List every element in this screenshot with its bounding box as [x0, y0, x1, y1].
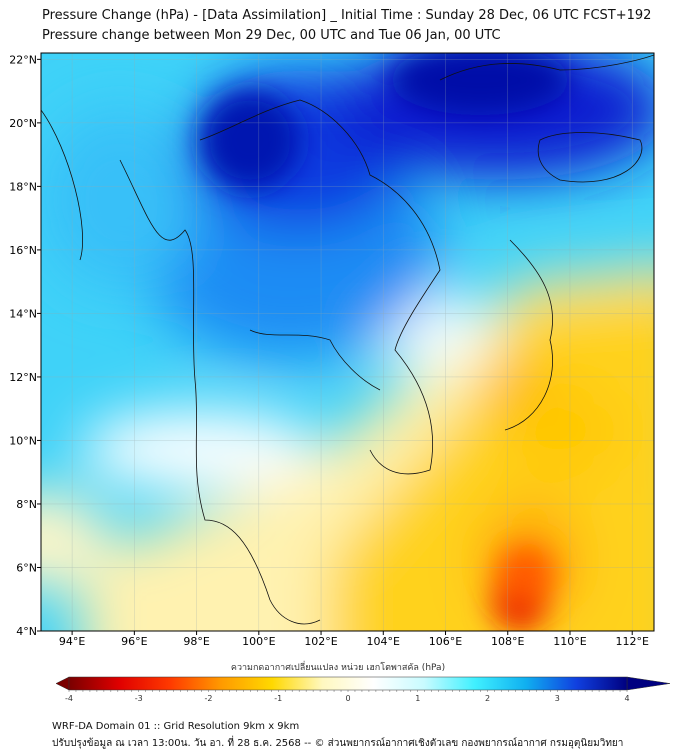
colorbar-tick-label: 2 — [485, 694, 490, 703]
lon-tick-label: 106°E — [429, 635, 462, 648]
lat-tick-label: 6°N — [16, 561, 37, 574]
lat-tick-label: 22°N — [9, 53, 37, 66]
colorbar-tick-label: -1 — [274, 694, 282, 703]
colorbar-tick-label: -4 — [65, 694, 73, 703]
lon-tick-label: 98°E — [183, 635, 209, 648]
lon-tick-label: 108°E — [491, 635, 524, 648]
colorbar-tick-label: 3 — [555, 694, 560, 703]
lat-tick-label: 16°N — [9, 244, 37, 257]
map-frame — [40, 52, 655, 632]
colorbar-tick-label: -2 — [205, 694, 213, 703]
colorbar-tick-label: 0 — [345, 694, 350, 703]
lon-tick-label: 102°E — [304, 635, 337, 648]
colorbar-gradient — [68, 676, 628, 691]
coastlines — [41, 54, 654, 625]
colorbar-tick-label: 4 — [624, 694, 629, 703]
colorbar-tick-label: 1 — [415, 694, 420, 703]
lon-tick-label: 100°E — [242, 635, 275, 648]
axis-ticks: 94°E 96°E 98°E 100°E 102°E 104°E 106°E 108°E 110… — [9, 53, 649, 648]
pressure-field — [41, 53, 654, 631]
lat-tick-label: 10°N — [9, 434, 37, 447]
footer-model-info: WRF-DA Domain 01 :: Grid Resolution 9km … — [52, 721, 300, 732]
lat-tick-label: 12°N — [9, 371, 37, 384]
lon-tick-label: 104°E — [367, 635, 400, 648]
footer-credits: ปรับปรุงข้อมูล ณ เวลา 13:00น. วัน อา. ที… — [52, 738, 624, 749]
lat-tick-label: 8°N — [16, 498, 37, 511]
lon-tick-label: 96°E — [121, 635, 147, 648]
lon-tick-label: 110°E — [553, 635, 586, 648]
lat-tick-label: 14°N — [9, 307, 37, 320]
colorbar-tick-label: -3 — [135, 694, 143, 703]
colorbar-label: ความกดอากาศเปลี่ยนแปลง หน่วย เฮกโตพาสคัล… — [230, 663, 446, 673]
colorbar-min-extension — [55, 676, 70, 691]
gridlines — [41, 53, 654, 631]
chart-subtitle: Pressure change between Mon 29 Dec, 00 U… — [42, 28, 501, 43]
colorbar-max-extension — [626, 676, 671, 691]
lat-tick-label: 4°N — [16, 625, 37, 638]
lon-tick-label: 94°E — [59, 635, 85, 648]
lat-tick-label: 18°N — [9, 180, 37, 193]
lon-tick-label: 112°E — [615, 635, 648, 648]
colorbar: -4 -3 -2 -1 0 1 2 3 4 — [55, 676, 671, 703]
lat-tick-label: 20°N — [9, 117, 37, 130]
chart-title: Pressure Change (hPa) - [Data Assimilati… — [42, 8, 652, 23]
